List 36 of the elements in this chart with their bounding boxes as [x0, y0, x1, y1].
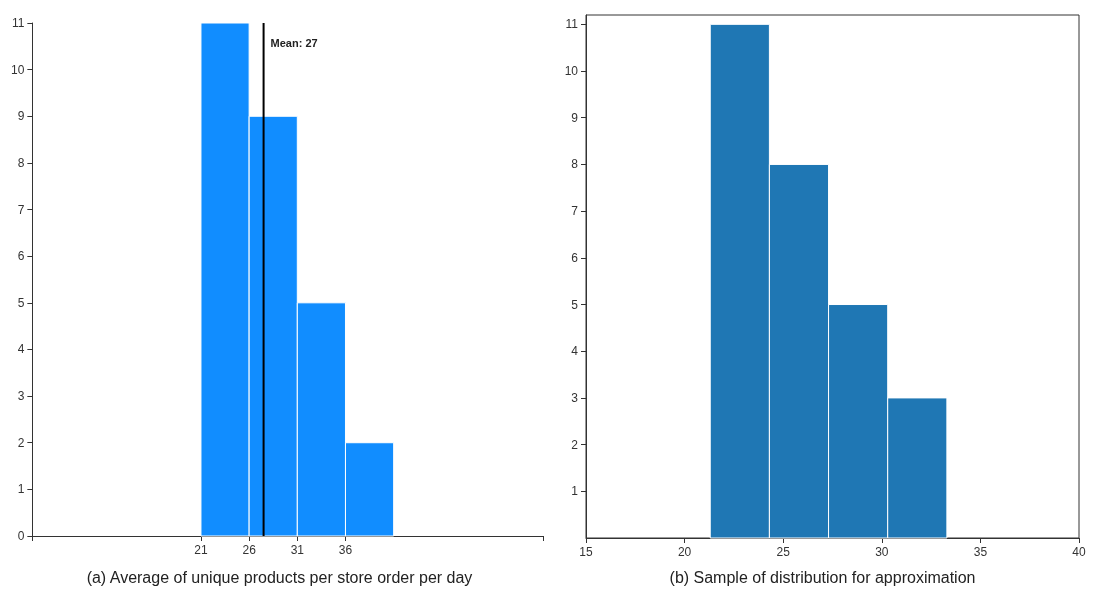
y-tick-label: 7 — [571, 204, 579, 219]
y-tick-label: 10 — [564, 64, 579, 79]
y-tick-label: 8 — [571, 157, 579, 172]
text: (b) Sample of distribution for approximation — [669, 568, 976, 586]
x-tick-label: 36 — [338, 543, 353, 557]
x-tick-label: 30 — [875, 545, 889, 559]
y-tick-label: 2 — [571, 437, 579, 452]
x-tick-label: 35 — [973, 545, 988, 559]
y-tick-label: 5 — [17, 295, 25, 310]
y-tick-label: 3 — [571, 390, 579, 405]
text: (a) Average of unique products per store order per day — [86, 568, 473, 586]
y-tick-label: 5 — [571, 297, 579, 312]
y-tick-label: 4 — [17, 342, 25, 357]
y-tick-label: 9 — [17, 109, 25, 124]
y-tick-label: 8 — [17, 155, 25, 170]
y-tick-label: 7 — [17, 202, 25, 217]
x-tick-label: 20 — [677, 545, 692, 559]
x-tick-label: 31 — [290, 543, 305, 557]
x-tick-label: 15 — [579, 545, 593, 559]
x-tick-label: 25 — [776, 545, 791, 559]
y-tick-label: 9 — [571, 110, 579, 125]
y-tick-label: 10 — [10, 62, 25, 77]
y-tick-label: 1 — [17, 482, 25, 497]
y-tick-label: 0 — [17, 529, 25, 543]
y-tick-label: 6 — [17, 249, 25, 264]
y-tick-label: 4 — [571, 344, 579, 359]
y-tick-label: 1 — [571, 484, 579, 499]
y-tick-label: 11 — [565, 17, 579, 32]
x-tick-label: 40 — [1072, 545, 1086, 559]
y-tick-label: 2 — [17, 435, 25, 450]
ref-line-label: Mean: 27 — [270, 37, 318, 49]
y-tick-label: 3 — [17, 389, 25, 404]
y-tick-label: 11 — [11, 16, 25, 30]
x-tick-label: 21 — [194, 543, 208, 557]
x-tick-label: 26 — [242, 543, 257, 557]
y-tick-label: 6 — [571, 250, 579, 265]
